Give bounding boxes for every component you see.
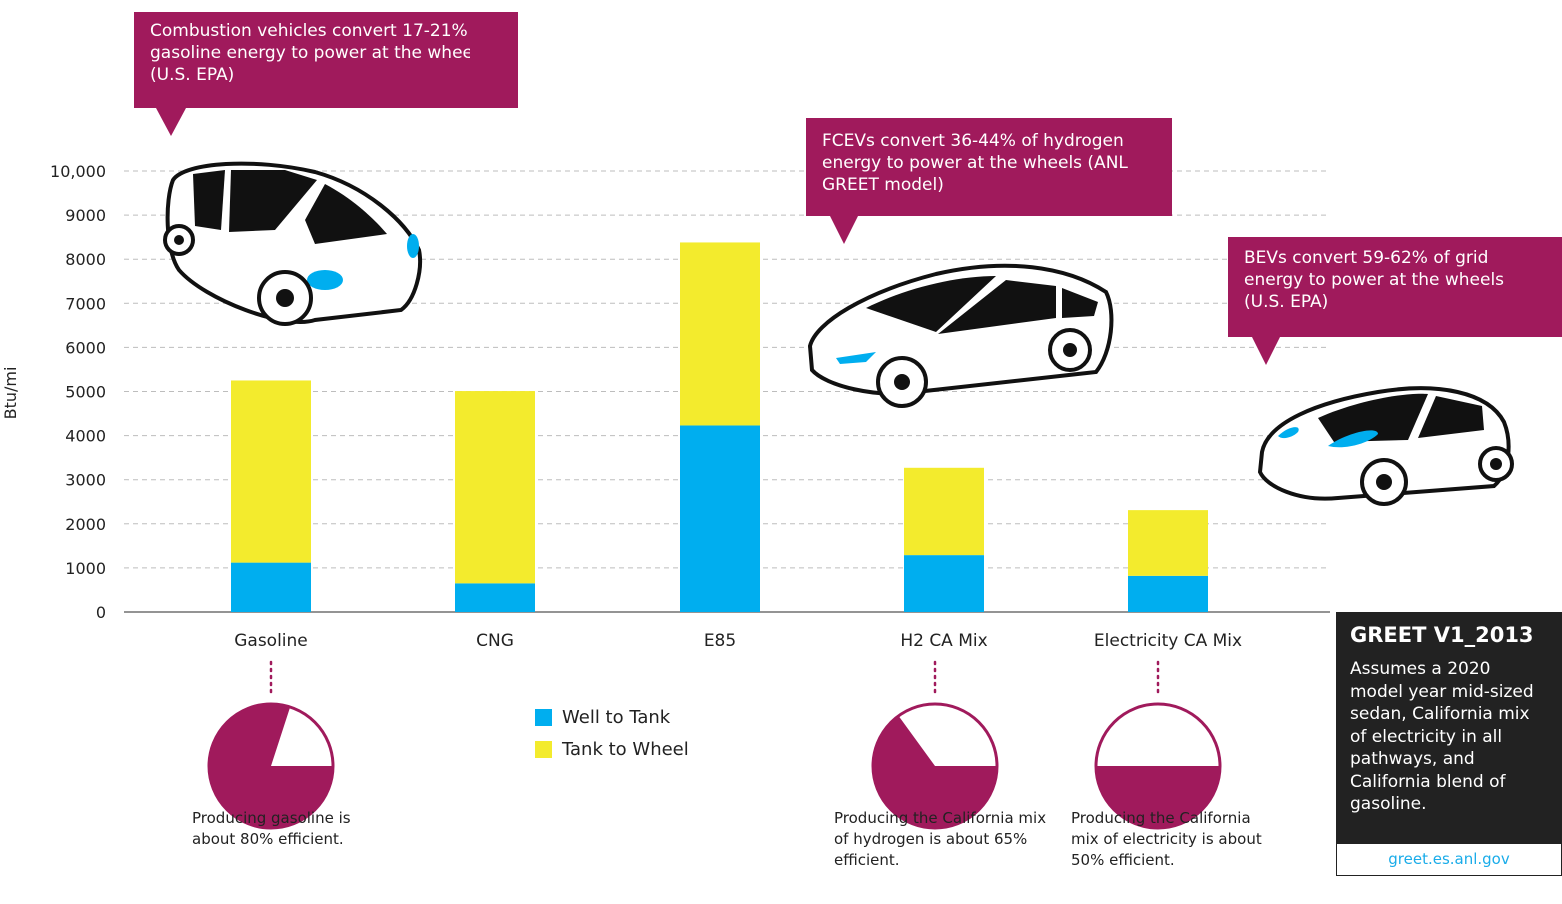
y-tick-label: 8000: [65, 250, 106, 269]
y-tick-label: 3000: [65, 471, 106, 490]
legend-item-well-to-tank: Well to Tank: [535, 701, 689, 733]
pie-efficiency-slice: [873, 715, 997, 828]
bar-well-to-tank: [455, 583, 535, 612]
greet-body: Assumes a 2020 model year mid-sized seda…: [1350, 659, 1534, 814]
callout-fcev-text: FCEVs convert 36-44% of hydrogen energy …: [822, 131, 1128, 195]
bar-tank-to-wheel: [1128, 510, 1208, 576]
legend-swatch-tank-to-wheel: [535, 740, 552, 758]
y-axis-label: Btu/mi: [1, 367, 20, 420]
y-tick-label: 5000: [65, 383, 106, 402]
tick-layer: 0 1000 2000 3000 4000 5000 6000 7000 8000 9000 10,…: [50, 162, 106, 622]
callout-fcev: FCEVs convert 36-44% of hydrogen energy …: [806, 118, 1172, 216]
bar-tank-to-wheel: [904, 467, 984, 556]
y-tick-label: 7000: [65, 294, 106, 313]
y-tick-label: 9000: [65, 206, 106, 225]
x-category-label: CNG: [476, 631, 514, 651]
greet-link[interactable]: greet.es.anl.gov: [1336, 844, 1562, 876]
x-category-label: Electricity CA Mix: [1094, 631, 1242, 651]
bar-tank-to-wheel: [680, 242, 760, 426]
callout-fcev-tail: [830, 216, 858, 244]
legend-label-tank-to-wheel: Tank to Wheel: [562, 738, 689, 760]
y-tick-label: 2000: [65, 515, 106, 534]
x-category-label: H2 CA Mix: [900, 631, 987, 651]
pie-efficiency-slice: [208, 704, 333, 829]
y-tick-label: 10,000: [50, 162, 106, 181]
bar-well-to-tank: [1128, 575, 1208, 612]
pie-caption-hydrogen: Producing the California mix of hydrogen…: [834, 809, 1047, 869]
bar-well-to-tank: [680, 425, 760, 612]
pie-layer: [207, 660, 1222, 830]
pie-caption-electricity: Producing the California mix of electric…: [1071, 809, 1262, 869]
greet-info-panel: GREET V1_2013 Assumes a 2020 model year …: [1336, 612, 1562, 844]
bar-tank-to-wheel: [231, 380, 311, 563]
bar-tank-to-wheel: [455, 391, 535, 584]
callout-bev: BEVs convert 59-62% of grid energy to po…: [1228, 237, 1562, 337]
greet-info-box: GREET V1_2013 Assumes a 2020 model year …: [1336, 612, 1562, 876]
callout-gasoline: Combustion vehicles convert 17-21% of ga…: [134, 12, 518, 108]
category-label-layer: Gasoline CNG E85 H2 CA Mix Electricity CA Mi…: [234, 631, 1242, 651]
callout-gasoline-tail: [156, 108, 186, 136]
bar-layer: [231, 242, 1208, 612]
pie-efficiency-slice: [1096, 766, 1220, 828]
y-tick-label: 1000: [65, 559, 106, 578]
y-tick-label: 4000: [65, 427, 106, 446]
greet-title: GREET V1_2013: [1350, 623, 1534, 647]
callout-gasoline-corner: [470, 12, 518, 108]
x-category-label: E85: [704, 631, 736, 651]
legend-swatch-well-to-tank: [535, 708, 552, 726]
callout-bev-text: BEVs convert 59-62% of grid energy to po…: [1244, 248, 1505, 312]
legend-label-well-to-tank: Well to Tank: [562, 706, 671, 728]
car-icon: [1257, 386, 1514, 506]
pie-caption-gasoline: Producing gasoline is about 80% efficien…: [192, 809, 351, 848]
callout-gasoline-text: Combustion vehicles convert 17-21% of ga…: [150, 21, 490, 85]
y-tick-label: 0: [96, 603, 106, 622]
y-tick-label: 6000: [65, 338, 106, 357]
bar-well-to-tank: [231, 562, 311, 612]
legend-item-tank-to-wheel: Tank to Wheel: [535, 733, 689, 765]
car-icon: [163, 161, 422, 326]
legend: Well to Tank Tank to Wheel: [535, 701, 689, 765]
x-category-label: Gasoline: [234, 631, 308, 651]
car-icon: [807, 263, 1114, 408]
bar-well-to-tank: [904, 555, 984, 612]
callout-bev-tail: [1252, 337, 1280, 365]
